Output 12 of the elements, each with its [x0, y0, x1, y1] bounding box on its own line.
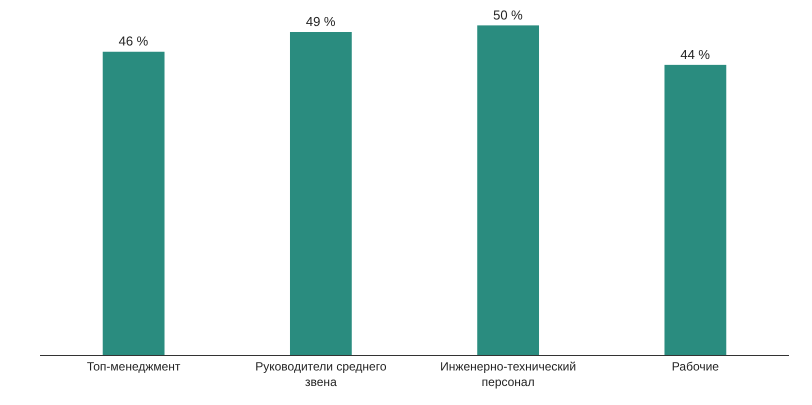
data-label: 49 %: [306, 14, 336, 29]
bar: [102, 52, 165, 355]
data-label: 50 %: [493, 7, 524, 22]
data-label: 44 %: [680, 46, 710, 62]
bar: [664, 64, 726, 355]
bar: [290, 32, 352, 355]
data-label: 46 %: [118, 34, 149, 49]
bar: [477, 25, 540, 355]
x-tick-label: Инженерно-технический персонал: [440, 359, 576, 389]
x-tick-label: Рабочие: [672, 359, 720, 374]
x-tick-label: Топ-менеджмент: [86, 359, 181, 374]
x-tick-label: Руководители среднего звена: [255, 359, 387, 389]
